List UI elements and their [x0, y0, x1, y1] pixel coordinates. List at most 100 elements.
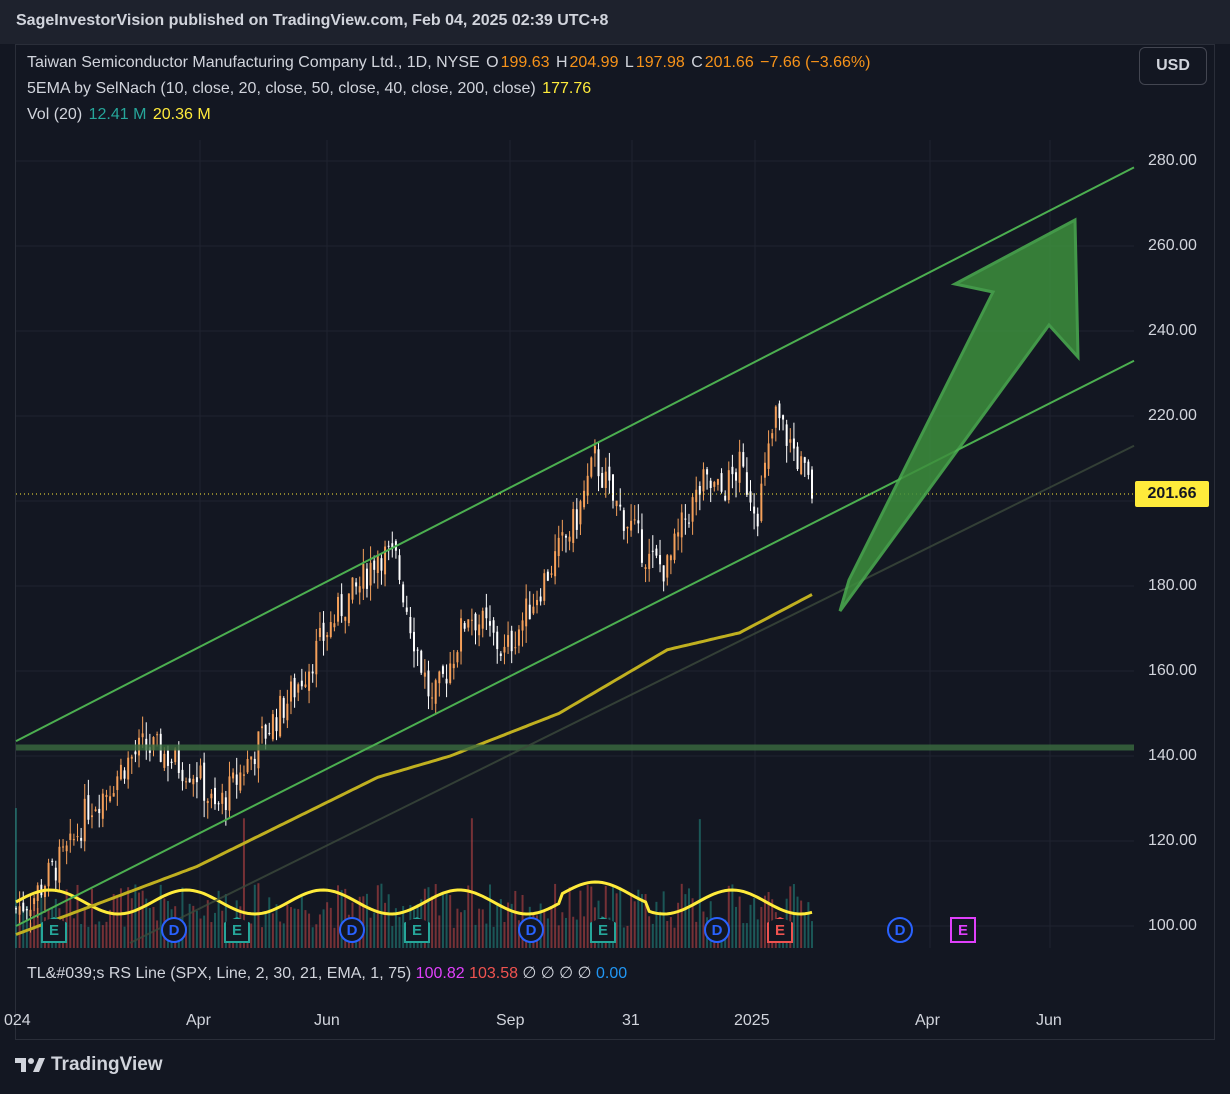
candle-body — [322, 622, 325, 641]
volume-bar — [452, 927, 455, 948]
candle-body — [673, 533, 676, 560]
volume-legend: Vol (20) 12.41 M 20.36 M — [27, 106, 213, 124]
candle-body — [662, 565, 665, 582]
volume-label: Vol (20) — [27, 106, 83, 123]
candle-body — [507, 635, 510, 647]
candle-body — [376, 555, 379, 574]
earnings-marker[interactable]: E — [224, 917, 250, 943]
volume-bar — [87, 926, 90, 948]
earnings-marker[interactable]: E — [404, 917, 430, 943]
candle-body — [434, 680, 437, 704]
candle-body — [698, 486, 701, 495]
candle-body — [373, 560, 376, 570]
candle-body — [651, 550, 654, 552]
volume-bar — [22, 905, 25, 948]
candle-body — [185, 781, 188, 783]
volume-bar — [550, 906, 553, 948]
x-tick: Jun — [314, 1012, 340, 1029]
candle-body — [300, 680, 303, 687]
earnings-marker[interactable]: E — [41, 917, 67, 943]
candle-body — [811, 469, 813, 499]
change-value: −7.66 (−3.66%) — [760, 54, 871, 71]
volume-bar — [101, 925, 104, 948]
candle-body — [203, 762, 206, 801]
volume-bar — [300, 895, 303, 948]
volume-bar — [485, 923, 488, 948]
dividend-marker[interactable]: D — [161, 917, 187, 943]
rs-line-legend: TL&#039;s RS Line (SPX, Line, 2, 30, 21,… — [27, 963, 627, 983]
candle-body — [496, 631, 499, 650]
candle-body — [738, 451, 741, 483]
candle-body — [221, 792, 224, 804]
volume-bar — [25, 906, 28, 948]
candle-body — [72, 839, 75, 841]
volume-bar — [615, 893, 618, 948]
candle-body — [803, 457, 806, 463]
candle-body — [460, 618, 463, 652]
candle-body — [127, 757, 130, 780]
candle-body — [65, 845, 68, 852]
volume-bar — [242, 818, 245, 948]
volume-bar — [604, 885, 607, 948]
candle-body — [441, 666, 444, 674]
volume-bar — [579, 890, 582, 948]
candle-body — [633, 519, 636, 521]
dividend-marker[interactable]: D — [704, 917, 730, 943]
candle-body — [756, 513, 759, 527]
volume-bar — [195, 910, 198, 948]
candle-body — [214, 787, 216, 805]
volume-bar — [811, 921, 813, 948]
volume-ma-value: 20.36 M — [152, 106, 211, 123]
candle-body — [156, 734, 159, 736]
candle-body — [492, 620, 495, 633]
volume-bar — [36, 907, 39, 948]
candle-body — [152, 737, 155, 751]
candle-body — [597, 449, 600, 477]
volume-bar — [127, 887, 130, 948]
volume-bar — [293, 908, 296, 948]
earnings-marker[interactable]: E — [590, 917, 616, 943]
volume-bar — [134, 884, 137, 948]
candle-body — [695, 489, 698, 503]
candle-body — [351, 577, 354, 600]
candle-body — [586, 475, 589, 496]
volume-bar — [637, 889, 640, 948]
candle-body — [488, 621, 491, 626]
dividend-marker[interactable]: D — [518, 917, 544, 943]
candle-body — [362, 563, 365, 589]
currency-button[interactable]: USD — [1139, 47, 1207, 85]
candle-body — [716, 479, 719, 485]
candle-body — [391, 543, 394, 548]
candle-body — [438, 671, 441, 684]
candle-body — [727, 470, 730, 501]
candle-body — [242, 774, 245, 776]
candle-body — [532, 606, 535, 614]
earnings-marker-future[interactable]: E — [950, 917, 976, 943]
candle-body — [199, 765, 202, 779]
candle-body — [358, 586, 361, 593]
y-tick: 180.00 — [1148, 577, 1197, 594]
volume-bar — [221, 910, 224, 948]
volume-bar — [15, 808, 17, 948]
volume-bar — [507, 902, 510, 948]
dividend-marker-future[interactable]: D — [887, 917, 913, 943]
volume-bar — [206, 900, 209, 948]
volume-bar — [449, 895, 452, 948]
dividend-marker[interactable]: D — [339, 917, 365, 943]
volume-bar — [253, 884, 256, 948]
candle-body — [246, 759, 249, 773]
volume-bar — [680, 883, 683, 948]
candle-body — [337, 596, 340, 622]
volume-bar — [698, 819, 701, 948]
volume-bar — [460, 912, 463, 948]
volume-bar — [572, 916, 575, 948]
earnings-marker[interactable]: E — [767, 917, 793, 943]
tradingview-logo-icon — [15, 1058, 45, 1072]
volume-bar — [557, 925, 560, 948]
candle-body — [684, 518, 687, 520]
candle-body — [69, 833, 72, 841]
volume-bar — [543, 911, 546, 948]
candle-body — [250, 756, 253, 760]
volume-bar — [387, 894, 390, 948]
